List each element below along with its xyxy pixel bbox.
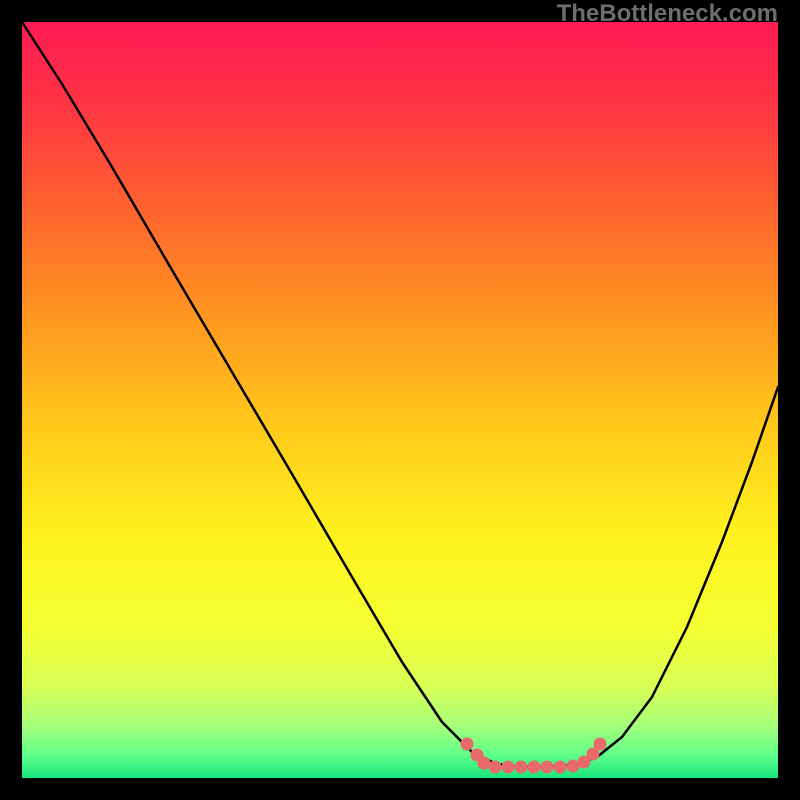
chart-frame: TheBottleneck.com	[0, 0, 800, 800]
plot-area	[22, 22, 778, 778]
gradient-background	[22, 22, 778, 778]
watermark-text: TheBottleneck.com	[557, 0, 778, 28]
chart-svg	[22, 22, 778, 778]
